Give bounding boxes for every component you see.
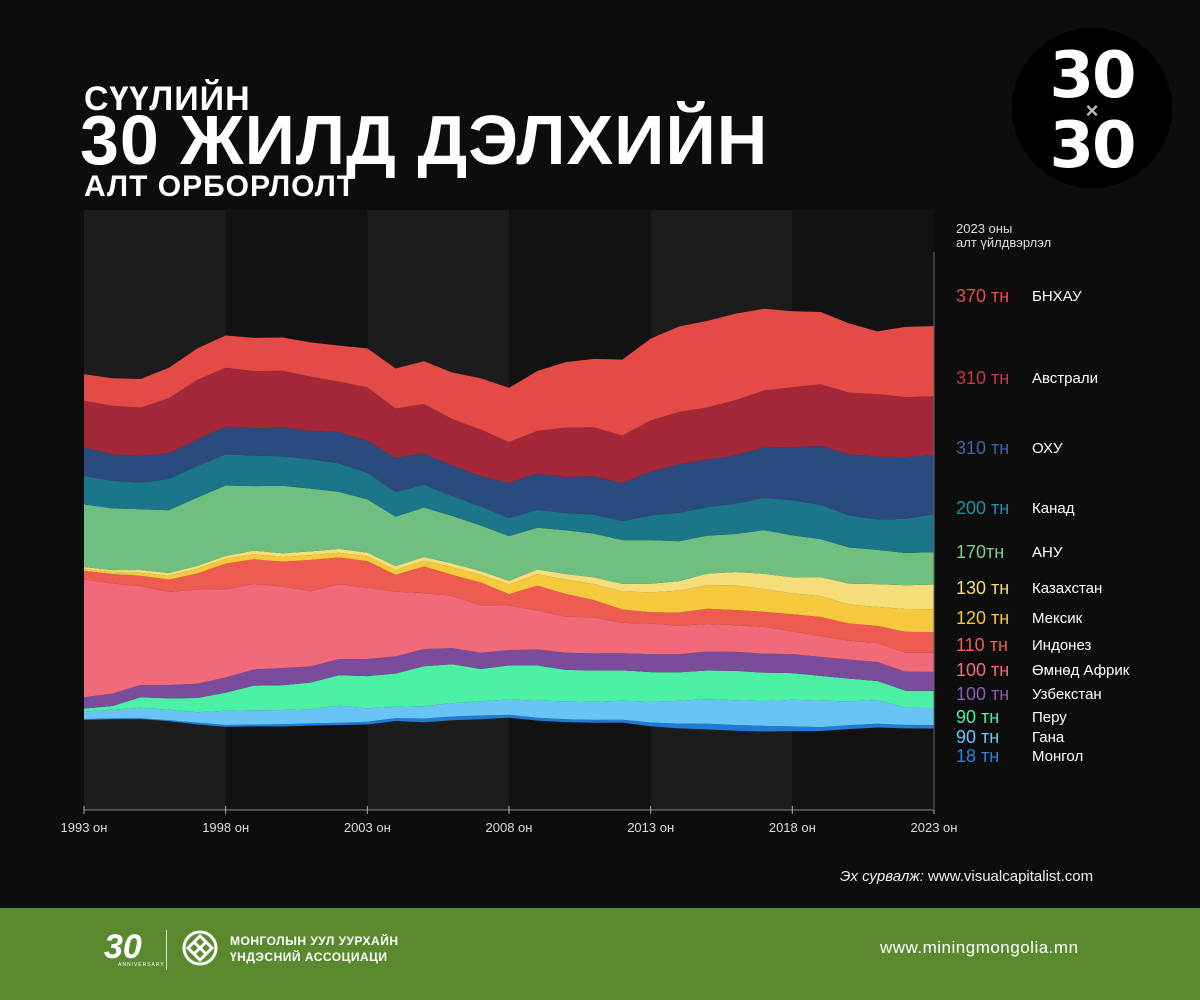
footer-website[interactable]: www.miningmongolia.mn — [880, 938, 1079, 957]
legend-value: 310 тн — [956, 438, 1010, 458]
legend-country-name: Өмнөд Африк — [1032, 662, 1130, 679]
legend-header: 2023 оны алт үйлдвэрлэл — [956, 222, 1051, 250]
title-line-1: СҮҮЛИЙН — [84, 80, 251, 118]
legend-country-name: Канад — [1032, 500, 1075, 517]
legend-value: 18 тн — [956, 746, 1000, 766]
x-tick-label: 2008 он — [486, 820, 533, 835]
area-series-Монгол — [84, 714, 934, 732]
anniversary-logo-sub: ANNIVERSARY — [118, 962, 165, 968]
area-series-Мексик — [84, 552, 934, 632]
legend-value: 370 тн — [956, 286, 1010, 306]
legend-country-name: Мексик — [1032, 610, 1083, 627]
area-series-ОХУ — [84, 426, 934, 522]
area-series-Канад — [84, 454, 934, 553]
footer-divider — [166, 930, 167, 970]
legend-country-name: Узбекстан — [1032, 686, 1102, 703]
legend-value: 110 тн — [956, 635, 1008, 655]
legend-country-name: Монгол — [1032, 748, 1084, 765]
legend-value: 310 тн — [956, 368, 1010, 388]
legend-value: 90 тн — [956, 707, 1000, 727]
area-series-Гана — [84, 699, 934, 728]
area-series-Узбекстан — [84, 648, 934, 709]
source-note: Эх сурвалж: www.visualcapitalist.com — [840, 868, 1093, 885]
badge-top-number: 30 — [1049, 39, 1136, 113]
legend-country-name: Гана — [1032, 729, 1065, 746]
association-name-line-2: ҮНДЭСНИЙ АССОЦИАЦИ — [230, 950, 388, 964]
legend-value: 120 тн — [956, 608, 1010, 628]
x-tick-label: 2023 он — [911, 820, 958, 835]
legend-value: 100 тн — [956, 660, 1010, 680]
x-tick-label: 2018 он — [769, 820, 816, 835]
x-tick-label: 1993 он — [61, 820, 108, 835]
legend-value: 100 тн — [956, 684, 1010, 704]
legend-value: 130 тн — [956, 578, 1010, 598]
legend-country-name: ОХУ — [1032, 440, 1063, 457]
area-series-Перу — [84, 664, 934, 713]
title-line-3: АЛТ ОРБОРЛОЛТ — [84, 170, 357, 203]
area-series-Австрали — [84, 367, 934, 484]
area-series-БНХАУ — [84, 308, 934, 443]
source-url: www.visualcapitalist.com — [928, 868, 1094, 885]
area-series-Индонез — [84, 557, 934, 653]
legend-header-line-2: алт үйлдвэрлэл — [956, 235, 1052, 250]
legend-country-name: АНУ — [1032, 544, 1063, 561]
anniversary-badge: 30 × 30 — [1012, 28, 1172, 188]
legend-header-line-1: 2023 оны — [956, 221, 1013, 236]
x-tick-label: 1998 он — [202, 820, 249, 835]
x-tick-label: 2013 он — [627, 820, 674, 835]
legend-country-name: Австрали — [1032, 370, 1098, 387]
legend-country-name: Перу — [1032, 709, 1067, 726]
badge-bottom-number: 30 — [1049, 109, 1136, 183]
legend-value: 90 тн — [956, 727, 1000, 747]
area-series-АНУ — [84, 485, 934, 586]
legend-value: 170тн — [956, 542, 1005, 562]
title-line-2: 30 ЖИЛД ДЭЛХИЙН — [80, 101, 769, 179]
badge-times-sign: × — [1085, 98, 1099, 123]
legend-country-name: БНХАУ — [1032, 288, 1082, 305]
legend-country-name: Казахстан — [1032, 580, 1103, 597]
area-series-Казахстан — [84, 548, 934, 610]
association-name-line-1: МОНГОЛЫН УУЛ УУРХАЙН — [230, 934, 399, 948]
legend-value: 200 тн — [956, 498, 1010, 518]
anniversary-logo: 30 — [104, 928, 142, 966]
source-label: Эх сурвалж: — [840, 868, 924, 885]
x-tick-label: 2003 он — [344, 820, 391, 835]
area-series-Өмнөд Африк — [84, 579, 934, 698]
legend-country-name: Индонез — [1032, 637, 1092, 654]
